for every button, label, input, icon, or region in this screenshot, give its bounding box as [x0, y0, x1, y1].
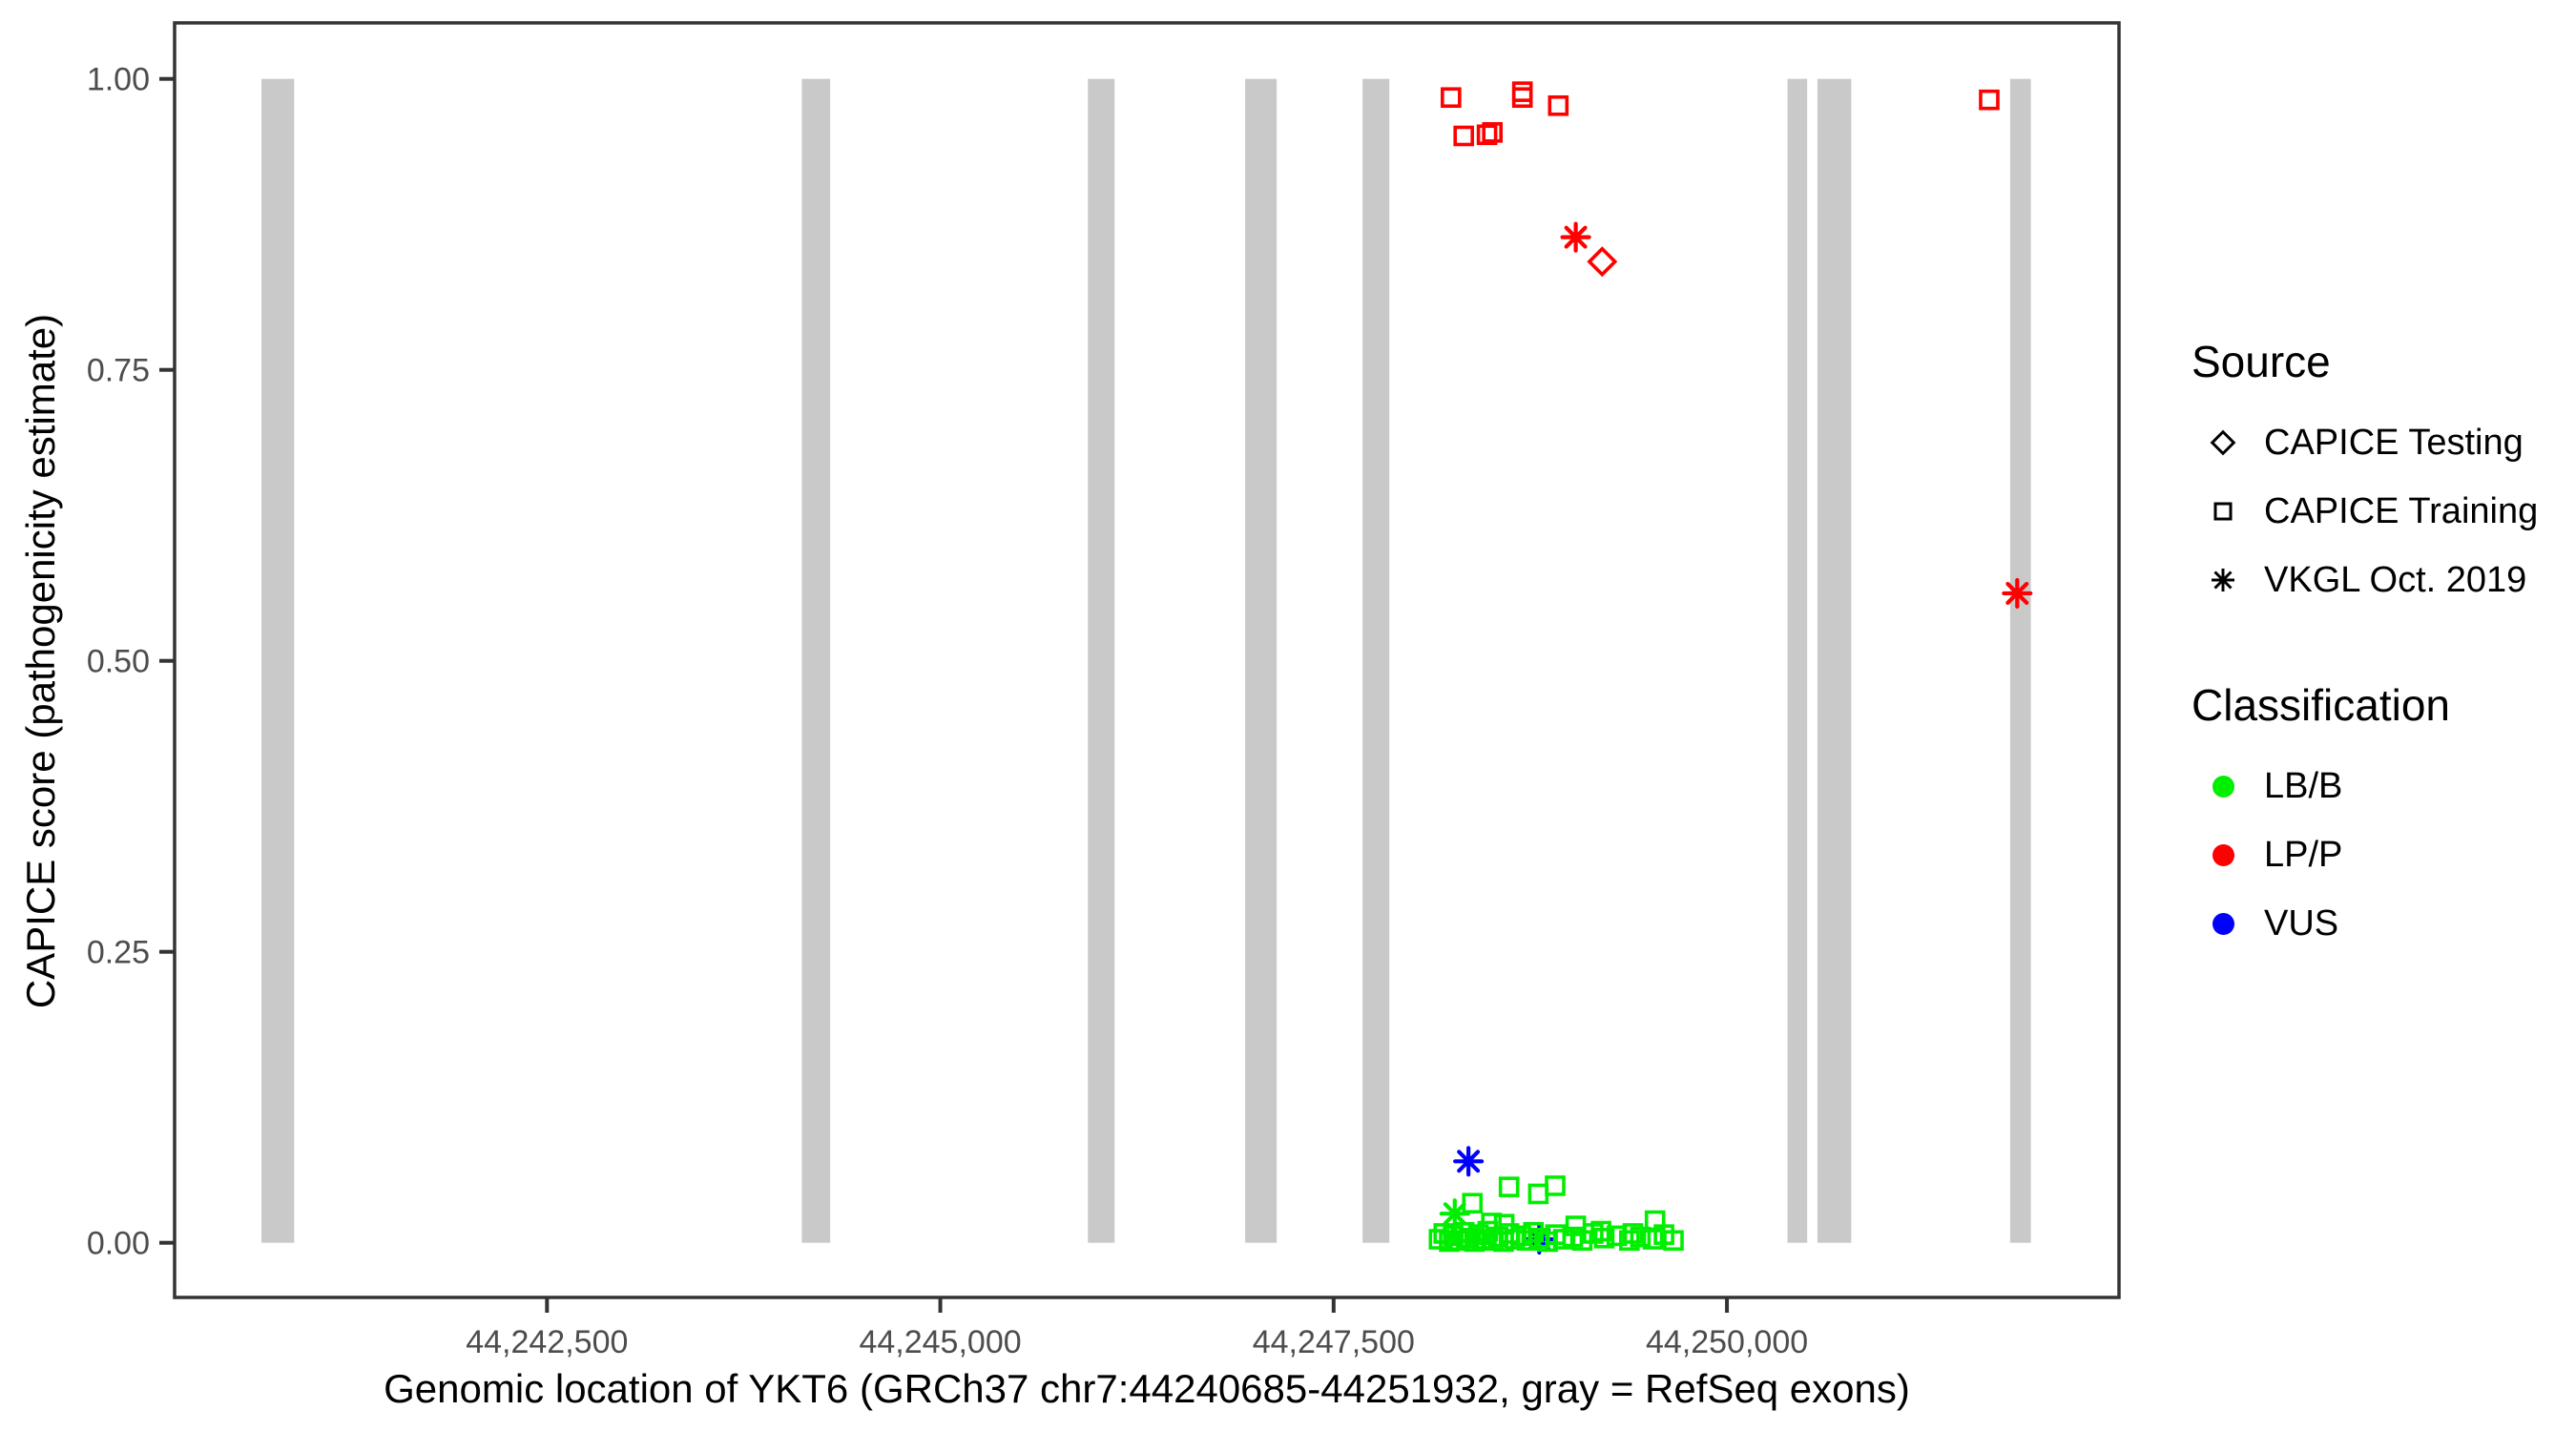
- blue-dot-icon: [2212, 912, 2234, 935]
- legend-source: Source CAPICE Testing CAPICE Training: [2192, 336, 2538, 614]
- legend-item-lpp: LP/P: [2192, 820, 2450, 889]
- legend-label: VUS: [2264, 902, 2339, 944]
- refseq-exon-bar: [1088, 78, 1115, 1243]
- legend-label: LB/B: [2264, 765, 2343, 806]
- data-point-square: [1606, 1225, 1628, 1247]
- data-point-square: [1619, 1230, 1640, 1252]
- legend-item-lbb: LB/B: [2192, 752, 2450, 820]
- data-point-asterisk: [1560, 221, 1591, 253]
- y-axis-title: CAPICE score (pathogenicity estimate): [18, 313, 64, 1009]
- refseq-exon-bar: [1362, 78, 1390, 1243]
- data-point-square: [1441, 87, 1462, 109]
- data-point-square: [1979, 89, 2000, 111]
- data-point-asterisk: [1453, 1146, 1485, 1177]
- data-point-square: [1545, 1175, 1566, 1196]
- data-point-square: [1462, 1192, 1484, 1214]
- data-point-square: [1498, 1176, 1520, 1197]
- refseq-exon-bar: [2009, 78, 2031, 1243]
- legend-source-title: Source: [2192, 337, 2331, 386]
- data-point-square: [1642, 1229, 1664, 1250]
- data-point-square: [1476, 124, 1498, 146]
- y-tick-label: 0.75: [87, 353, 150, 389]
- refseq-exon-bar: [801, 78, 831, 1243]
- data-point-square: [1593, 1228, 1615, 1249]
- y-tick-label: 1.00: [87, 62, 150, 98]
- data-point-square: [1583, 1223, 1604, 1244]
- red-dot-icon: [2212, 843, 2234, 866]
- legend-classification: Classification LB/B LP/P VUS: [2192, 679, 2450, 958]
- y-axis-title-wrap: CAPICE score (pathogenicity estimate): [8, 0, 74, 1322]
- data-point-square: [1548, 94, 1569, 116]
- square-open-icon: [2192, 495, 2254, 528]
- y-tick-label: 0.00: [87, 1226, 150, 1262]
- data-point-square: [1511, 87, 1533, 109]
- legend-label: CAPICE Testing: [2264, 422, 2524, 463]
- data-point-diamond: [1587, 246, 1618, 278]
- legend-item-capice-testing: CAPICE Testing: [2192, 408, 2538, 477]
- legend-label: LP/P: [2264, 834, 2343, 875]
- legend-label: CAPICE Training: [2264, 490, 2539, 531]
- asterisk-icon: [2192, 564, 2254, 596]
- legend-item-vus: VUS: [2192, 889, 2450, 958]
- x-tick-label: 44,242,500: [466, 1324, 628, 1360]
- legend-classification-title: Classification: [2192, 680, 2450, 730]
- x-axis-title: Genomic location of YKT6 (GRCh37 chr7:44…: [384, 1366, 1910, 1411]
- data-point-square: [1630, 1226, 1652, 1248]
- x-tick-label: 44,250,000: [1646, 1324, 1808, 1360]
- diamond-open-icon: [2192, 426, 2254, 459]
- data-point-asterisk: [1439, 1198, 1470, 1230]
- data-point-asterisk: [2002, 577, 2033, 610]
- refseq-exon-bar: [1245, 78, 1278, 1243]
- plot-border: [173, 21, 2121, 1299]
- data-point-square: [1482, 122, 1504, 143]
- data-point-square: [1453, 125, 1474, 147]
- refseq-exon-bar: [1787, 78, 1808, 1243]
- y-tick-label: 0.25: [87, 935, 150, 971]
- refseq-exon-bar: [1817, 78, 1852, 1243]
- legend-item-vkgl: VKGL Oct. 2019: [2192, 546, 2538, 614]
- legend-item-capice-training: CAPICE Training: [2192, 477, 2538, 546]
- refseq-exon-bar: [261, 78, 295, 1243]
- data-point-square: [1663, 1230, 1684, 1252]
- x-tick-label: 44,245,000: [859, 1324, 1021, 1360]
- x-tick-label: 44,247,500: [1253, 1324, 1415, 1360]
- legend-label: VKGL Oct. 2019: [2264, 559, 2527, 600]
- green-dot-icon: [2212, 775, 2234, 798]
- y-tick-label: 0.50: [87, 644, 150, 680]
